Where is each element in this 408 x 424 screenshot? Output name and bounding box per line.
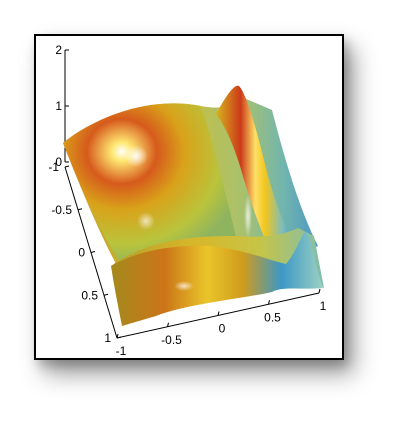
- chart-frame: 0 1 2 -1 -0.5 0 0.5 1 -1 -0.5 0 0.5 1: [34, 34, 344, 360]
- surface-front-skirt: [111, 232, 324, 326]
- x-tick-label: -0.5: [161, 333, 182, 347]
- x-tick-mark: [268, 300, 270, 305]
- surface-hump: [63, 103, 236, 264]
- highlight-front: [174, 281, 194, 291]
- z-axis-ticks: 0 1 2: [55, 43, 69, 169]
- highlight-hump: [124, 145, 148, 167]
- y-tick-label: -0.5: [51, 203, 72, 217]
- y-tick-mark: [77, 208, 83, 211]
- y-tick-label: -1: [48, 160, 59, 174]
- x-tick-label: 0: [219, 322, 226, 336]
- y-tick-label: 0: [78, 246, 85, 260]
- surface-plot: 0 1 2 -1 -0.5 0 0.5 1 -1 -0.5 0 0.5 1: [48, 43, 327, 358]
- x-tick-mark: [318, 288, 321, 294]
- x-tick-label: 0.5: [264, 310, 281, 324]
- x-tick-mark: [167, 322, 169, 327]
- x-axis-ticks: -1 -0.5 0 0.5 1: [116, 288, 327, 358]
- z-tick-label: 2: [55, 43, 62, 57]
- y-tick-mark: [90, 251, 96, 253]
- x-tick-label: -1: [116, 344, 127, 358]
- highlight-ridge: [244, 194, 252, 238]
- z-tick-label: 1: [55, 99, 62, 113]
- x-tick-mark: [116, 333, 119, 339]
- highlight-mid: [137, 212, 155, 230]
- y-tick-label: 1: [104, 331, 111, 345]
- y-tick-mark: [64, 165, 70, 168]
- x-tick-mark: [217, 311, 220, 316]
- surface-ridge: [216, 85, 298, 258]
- z-tick-label: 0: [55, 155, 62, 169]
- y-axis-ticks: -1 -0.5 0 0.5 1: [48, 160, 122, 345]
- surface: [63, 85, 324, 326]
- y-tick-label: 0.5: [81, 288, 98, 302]
- y-tick-mark: [103, 293, 109, 296]
- x-tick-label: 1: [320, 299, 327, 313]
